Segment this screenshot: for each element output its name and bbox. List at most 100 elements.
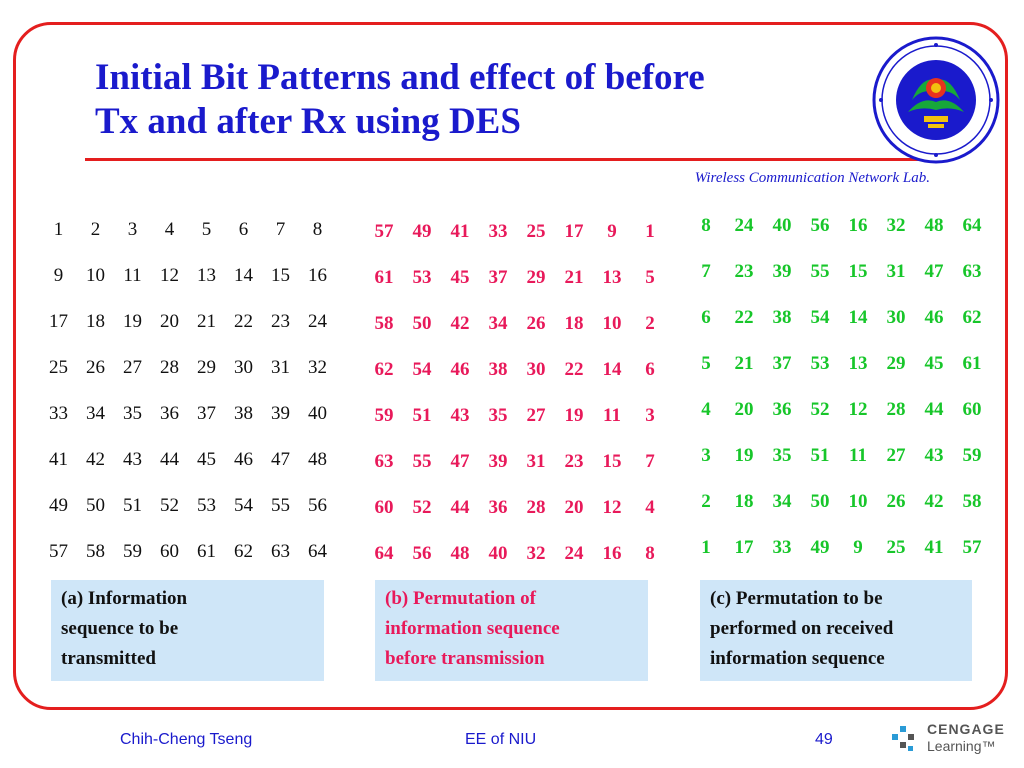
perm-before-row-cell: 41 xyxy=(450,221,470,242)
perm-before-row-cell: 35 xyxy=(488,405,508,426)
info-row-cell: 47 xyxy=(271,449,290,470)
perm-after-row-cell: 44 xyxy=(924,399,944,420)
perm-after-row-cell: 36 xyxy=(772,399,792,420)
perm-before-row: 64 56 48 40 32 24 16 8 xyxy=(365,531,669,577)
perm-before-row-cell: 5 xyxy=(645,267,655,288)
perm-after-row-cell: 45 xyxy=(924,353,944,374)
perm-before-row-cell: 1 xyxy=(645,221,655,242)
caption-b-line: before transmission xyxy=(385,648,545,669)
info-row-cell: 45 xyxy=(197,449,216,470)
perm-before-row-cell: 59 xyxy=(374,405,394,426)
info-row-cell: 21 xyxy=(197,311,216,332)
perm-after-row-cell: 56 xyxy=(810,215,830,236)
perm-after-row-cell: 8 xyxy=(701,215,711,236)
perm-after-row-cell: 21 xyxy=(734,353,754,374)
info-row-cell: 4 xyxy=(164,219,175,240)
perm-after-row-cell: 4 xyxy=(701,399,711,420)
caption-c-line: information sequence xyxy=(710,648,885,669)
info-row-cell: 7 xyxy=(275,219,286,240)
perm-before-row: 57 49 41 33 25 17 9 1 xyxy=(365,209,669,255)
info-row-cell: 15 xyxy=(271,265,290,286)
caption-c-line: (c) Permutation to be xyxy=(710,588,883,609)
perm-after-row-cell: 49 xyxy=(810,537,830,558)
perm-after-row: 6 22 38 54 14 30 46 62 xyxy=(687,295,991,341)
perm-before-row-cell: 42 xyxy=(450,313,470,334)
info-row-cell: 61 xyxy=(197,541,216,562)
perm-after-row-cell: 22 xyxy=(734,307,754,328)
perm-before-row-cell: 47 xyxy=(450,451,470,472)
permutation-after-grid: 8 24 40 56 16 32 48 64 7 23 39 55 15 31 47 63 6 22 38 54 14 3… xyxy=(687,203,991,571)
perm-before-row-cell: 37 xyxy=(488,267,508,288)
info-row-cell: 5 xyxy=(201,219,212,240)
perm-before-row-cell: 64 xyxy=(374,543,394,564)
perm-before-row-cell: 13 xyxy=(602,267,622,288)
perm-after-row-cell: 31 xyxy=(886,261,906,282)
perm-after-row-cell: 57 xyxy=(962,537,982,558)
caption-a: (a) Information sequence to be transmitt… xyxy=(51,580,324,681)
perm-after-row-cell: 48 xyxy=(924,215,944,236)
perm-before-row-cell: 48 xyxy=(450,543,470,564)
perm-after-row-cell: 29 xyxy=(886,353,906,374)
info-row-cell: 12 xyxy=(160,265,179,286)
perm-before-row-cell: 12 xyxy=(602,497,622,518)
perm-before-row-cell: 11 xyxy=(603,405,621,426)
perm-after-row-cell: 33 xyxy=(772,537,792,558)
info-row-cell: 50 xyxy=(86,495,105,516)
perm-before-row-cell: 28 xyxy=(526,497,546,518)
perm-after-row-cell: 2 xyxy=(701,491,711,512)
perm-after-row-cell: 12 xyxy=(848,399,868,420)
info-row-cell: 52 xyxy=(160,495,179,516)
perm-after-row-cell: 55 xyxy=(810,261,830,282)
perm-after-row-cell: 46 xyxy=(924,307,944,328)
perm-before-row-cell: 26 xyxy=(526,313,546,334)
info-row: 9 10 11 12 13 14 15 16 xyxy=(40,253,336,299)
perm-before-row-cell: 54 xyxy=(412,359,432,380)
info-row-cell: 39 xyxy=(271,403,290,424)
info-row-cell: 24 xyxy=(308,311,327,332)
info-row-cell: 62 xyxy=(234,541,253,562)
perm-before-row-cell: 27 xyxy=(526,405,546,426)
perm-before-row-cell: 6 xyxy=(645,359,655,380)
info-row-cell: 6 xyxy=(238,219,249,240)
perm-before-row-cell: 38 xyxy=(488,359,508,380)
info-row-cell: 9 xyxy=(53,265,64,286)
perm-before-row-cell: 21 xyxy=(564,267,584,288)
perm-after-row-cell: 15 xyxy=(848,261,868,282)
perm-before-row-cell: 36 xyxy=(488,497,508,518)
info-row: 1 2 3 4 5 6 7 8 xyxy=(40,207,336,253)
info-row-cell: 53 xyxy=(197,495,216,516)
page-number: 49 xyxy=(815,731,833,748)
perm-before-row-cell: 43 xyxy=(450,405,470,426)
perm-after-row-cell: 5 xyxy=(701,353,711,374)
perm-after-row-cell: 39 xyxy=(772,261,792,282)
info-row: 25 26 27 28 29 30 31 32 xyxy=(40,345,336,391)
info-row-cell: 22 xyxy=(234,311,253,332)
perm-before-row-cell: 58 xyxy=(374,313,394,334)
info-row-cell: 57 xyxy=(49,541,68,562)
perm-before-row-cell: 25 xyxy=(526,221,546,242)
info-row-cell: 32 xyxy=(308,357,327,378)
perm-after-row-cell: 47 xyxy=(924,261,944,282)
info-row-cell: 30 xyxy=(234,357,253,378)
perm-after-row-cell: 62 xyxy=(962,307,982,328)
info-row: 57 58 59 60 61 62 63 64 xyxy=(40,529,336,575)
brand-name: CENGAGE xyxy=(927,721,1005,737)
perm-before-row-cell: 61 xyxy=(374,267,394,288)
info-row-cell: 35 xyxy=(123,403,142,424)
perm-after-row: 8 24 40 56 16 32 48 64 xyxy=(687,203,991,249)
perm-before-row-cell: 32 xyxy=(526,543,546,564)
info-row: 49 50 51 52 53 54 55 56 xyxy=(40,483,336,529)
perm-before-row-cell: 52 xyxy=(412,497,432,518)
perm-before-row: 59 51 43 35 27 19 11 3 xyxy=(365,393,669,439)
perm-before-row-cell: 30 xyxy=(526,359,546,380)
perm-after-row-cell: 53 xyxy=(810,353,830,374)
title-divider xyxy=(85,158,940,161)
info-row-cell: 14 xyxy=(234,265,253,286)
info-row-cell: 19 xyxy=(123,311,142,332)
info-row-cell: 28 xyxy=(160,357,179,378)
perm-before-row-cell: 15 xyxy=(602,451,622,472)
perm-after-row: 2 18 34 50 10 26 42 58 xyxy=(687,479,991,525)
perm-after-row-cell: 13 xyxy=(848,353,868,374)
info-row-cell: 16 xyxy=(308,265,327,286)
perm-after-row-cell: 60 xyxy=(962,399,982,420)
